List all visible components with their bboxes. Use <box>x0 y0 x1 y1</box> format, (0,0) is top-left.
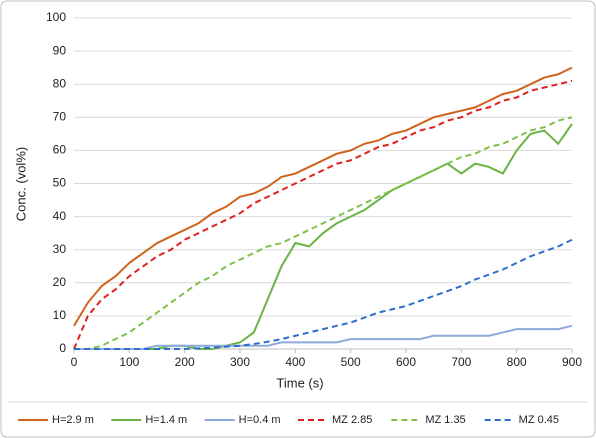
x-tick-label: 0 <box>71 355 78 369</box>
y-tick-label: 80 <box>53 76 67 90</box>
y-axis-title: Conc. (vol%) <box>13 147 28 221</box>
y-tick-label: 90 <box>53 43 67 57</box>
y-tick-label: 20 <box>53 275 67 289</box>
y-tick-label: 100 <box>46 10 66 24</box>
y-tick-label: 0 <box>59 341 66 355</box>
x-tick-label: 500 <box>341 355 361 369</box>
y-tick-label: 10 <box>53 308 67 322</box>
series-line <box>74 116 573 350</box>
series-line <box>73 66 573 327</box>
y-tick-label: 40 <box>53 209 67 223</box>
series-line <box>73 79 573 350</box>
x-tick-label: 600 <box>396 355 416 369</box>
series-line <box>74 238 573 350</box>
legend-label: MZ 0.45 <box>519 414 559 426</box>
legend-label: H=1.4 m <box>145 414 187 426</box>
x-tick-label: 200 <box>175 355 195 369</box>
x-axis-title: Time (s) <box>276 375 323 390</box>
y-tick-label: 30 <box>53 242 67 256</box>
legend-label: H=0.4 m <box>239 414 281 426</box>
y-tick-label: 50 <box>53 176 67 190</box>
x-tick-label: 100 <box>119 355 139 369</box>
x-tick-label: 800 <box>507 355 527 369</box>
x-tick-label: 400 <box>285 355 305 369</box>
series-line <box>74 324 573 350</box>
legend-label: MZ 1.35 <box>425 414 465 426</box>
x-tick-label: 900 <box>562 355 582 369</box>
legend-label: H=2.9 m <box>52 414 94 426</box>
x-tick-label: 300 <box>230 355 250 369</box>
legend-label: MZ 2.85 <box>332 414 372 426</box>
y-tick-label: 70 <box>53 109 67 123</box>
y-tick-label: 60 <box>53 143 67 157</box>
x-tick-label: 700 <box>451 355 471 369</box>
